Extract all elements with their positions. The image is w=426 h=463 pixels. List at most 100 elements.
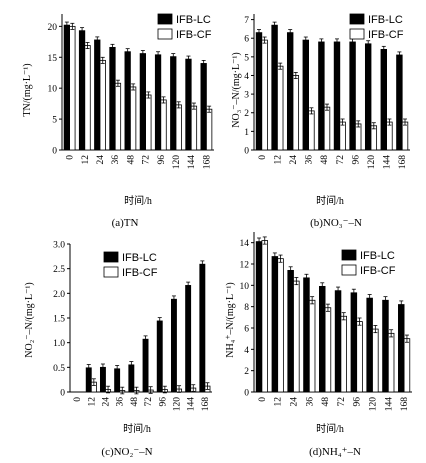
bar-ifb-lc <box>185 285 192 393</box>
bar-ifb-lc <box>124 51 131 151</box>
legend-label-ifb-lc: IFB-LC <box>360 250 395 262</box>
bar-ifb-cf <box>401 121 409 151</box>
x-tick-label: 12 <box>81 155 91 165</box>
bar-ifb-cf <box>372 328 379 393</box>
panel-b-ylabel: NO₃⁻–N/(mg·L⁻¹) <box>231 52 242 127</box>
y-tick-label: 1 <box>244 128 249 138</box>
bar-ifb-cf <box>370 125 378 151</box>
panel-c-plot: 0 0.5 1.0 1.5 2.0 2.5 3.0 0 12 24 36 48 72 96 120 144 16… <box>53 241 212 412</box>
bar-ifb-lc <box>63 24 70 151</box>
panel-d-xlabel: 时间/h <box>316 422 344 435</box>
bar-ifb-cf <box>261 240 268 393</box>
y-tick-label: 2 <box>244 367 249 377</box>
x-tick-label: 48 <box>126 155 136 165</box>
bar-ifb-lc <box>349 41 356 151</box>
legend-label-ifb-lc: IFB-LC <box>368 14 403 26</box>
bar-ifb-lc <box>398 304 405 393</box>
legend-label-ifb-lc: IFB-LC <box>176 14 211 26</box>
y-tick-label: 14 <box>240 239 250 249</box>
bar-ifb-lc <box>333 41 341 151</box>
bar-ifb-cf <box>160 99 167 151</box>
bar-ifb-lc <box>271 24 278 151</box>
bar-ifb-cf <box>403 338 411 393</box>
y-tick-label: 15 <box>48 54 58 64</box>
y-tick-label: 0 <box>60 389 65 399</box>
y-tick-label: 12 <box>240 261 250 271</box>
x-tick-label: 168 <box>400 397 410 412</box>
y-tick-label: 6 <box>244 325 249 335</box>
bar-ifb-lc <box>255 32 263 151</box>
x-tick-label: 144 <box>187 397 197 412</box>
bar-ifb-lc <box>185 58 192 151</box>
panel-c-ylabel: NO₂⁻–N/(mg·L⁻¹) <box>24 282 35 357</box>
y-tick-label: 0 <box>244 389 249 399</box>
bar-ifb-lc <box>286 32 294 151</box>
bar-ifb-lc <box>128 364 135 393</box>
bar-ifb-lc <box>302 39 310 151</box>
bar-ifb-lc <box>154 54 162 151</box>
legend-swatch-ifb-lc <box>349 13 365 25</box>
x-tick-label: 120 <box>367 155 377 170</box>
y-tick-label: 6 <box>244 35 249 45</box>
x-tick-label: 0 <box>258 155 268 160</box>
bar-ifb-cf <box>293 280 300 393</box>
panel-b-xlabel: 时间/h <box>316 194 344 207</box>
y-tick-label: 2.5 <box>53 265 65 275</box>
bar-ifb-cf <box>261 39 268 151</box>
bar-ifb-lc <box>380 48 388 151</box>
y-tick-label: 1.5 <box>53 315 65 325</box>
y-tick-label: 4 <box>244 72 249 82</box>
legend-label-ifb-lc: IFB-LC <box>122 252 157 264</box>
bar-ifb-cf <box>340 315 347 393</box>
bar-ifb-cf <box>114 82 122 151</box>
bar-ifb-lc <box>78 30 86 151</box>
bar-ifb-lc <box>318 41 325 151</box>
legend-label-ifb-cf: IFB-CF <box>360 265 396 277</box>
bar-ifb-lc <box>303 277 310 393</box>
y-tick-label: 4 <box>244 346 249 356</box>
y-tick-label: 10 <box>240 282 250 292</box>
legend-swatch-ifb-cf <box>157 28 173 40</box>
x-tick-label: 120 <box>173 397 183 412</box>
panel-a-ylabel: TN/(mg·L⁻¹) <box>22 63 33 116</box>
x-tick-label: 36 <box>116 397 126 407</box>
bar-ifb-lc <box>350 292 358 393</box>
x-tick-label: 96 <box>158 397 168 407</box>
x-tick-label: 72 <box>142 155 152 165</box>
bar-ifb-cf <box>175 104 182 151</box>
bar-ifb-lc <box>142 338 149 393</box>
panel-b-caption: (b)NO₃⁻–N <box>310 217 362 229</box>
y-tick-label: 5 <box>52 116 57 126</box>
legend-swatch-ifb-cf <box>103 266 119 278</box>
x-tick-label: 48 <box>321 397 331 407</box>
panel-d-caption: (d)NH₄⁺–N <box>309 446 361 458</box>
x-tick-label: 12 <box>274 397 284 407</box>
bar-ifb-lc <box>109 46 116 151</box>
bar-ifb-cf <box>84 45 91 151</box>
x-tick-label: 12 <box>87 397 97 407</box>
bar-ifb-cf <box>129 86 137 151</box>
y-tick-label: 10 <box>48 85 58 95</box>
y-tick-label: 20 <box>48 23 58 33</box>
bar-ifb-cf <box>99 59 106 151</box>
panel-a-xlabel: 时间/h <box>124 194 152 207</box>
panel-a-caption: (a)TN <box>112 217 139 229</box>
panel-c: 0 0.5 1.0 1.5 2.0 2.5 3.0 0 12 24 36 48 72 96 120 144 16… <box>24 241 212 458</box>
panel-a: 0 5 10 15 20 0 12 24 36 48 72 96 120 144 168 IFB-LC IFB-… <box>22 13 214 229</box>
bar-ifb-cf <box>69 25 76 151</box>
x-tick-label: 96 <box>351 155 361 165</box>
legend-swatch-ifb-lc <box>157 13 173 25</box>
panel-d-ylabel: NH₄⁺–N/(mg·L⁻¹) <box>225 282 236 357</box>
y-tick-label: 0 <box>244 147 249 157</box>
x-tick-label: 24 <box>102 397 112 407</box>
bar-ifb-cf <box>386 121 393 151</box>
bar-ifb-lc <box>364 43 372 151</box>
bar-ifb-cf <box>277 258 284 393</box>
legend-swatch-ifb-cf <box>349 28 365 40</box>
y-tick-label: 0.5 <box>53 364 65 374</box>
panel-a-plot: 0 5 10 15 20 0 12 24 36 48 72 96 120 144 168 IFB-LC IFB-… <box>48 13 214 169</box>
